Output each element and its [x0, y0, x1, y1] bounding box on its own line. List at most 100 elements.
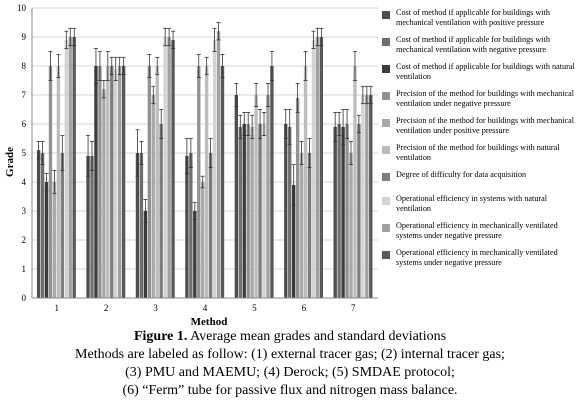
bar	[337, 124, 341, 298]
legend-swatch	[382, 146, 390, 154]
x-tick-label: 7	[351, 303, 356, 313]
legend-item: Cost of method if applicable for buildin…	[382, 62, 578, 82]
bar	[102, 89, 106, 298]
bar	[110, 66, 114, 298]
bar	[234, 95, 239, 298]
legend-label: Degree of difficulty for data acquisitio…	[396, 170, 527, 179]
y-tick-label: 2	[22, 235, 27, 245]
bar	[270, 66, 274, 298]
bar	[288, 126, 292, 299]
bar	[341, 126, 345, 299]
legend-item: Precision of the method for buildings wi…	[382, 89, 578, 109]
bar	[262, 124, 266, 298]
x-axis-label: Method	[191, 316, 228, 328]
legend-label: Cost of method if applicable for buildin…	[396, 35, 550, 54]
bar	[151, 95, 155, 298]
legend-swatch	[382, 173, 390, 181]
bar	[365, 95, 369, 298]
bar	[171, 39, 175, 299]
x-tick-label: 1	[54, 303, 59, 313]
legend-item: Precision of the method for buildings wi…	[382, 116, 578, 136]
y-tick-label: 7	[22, 90, 27, 100]
bar	[44, 182, 49, 298]
bar	[357, 124, 361, 298]
chart-legend: Cost of method if applicable for buildin…	[382, 8, 578, 268]
bar	[303, 66, 308, 298]
legend-label: Precision of the method for buildings wi…	[396, 116, 575, 135]
y-tick-label: 3	[22, 206, 27, 216]
bar	[135, 153, 140, 298]
bar	[254, 95, 258, 298]
legend-swatch	[382, 65, 390, 73]
legend-label: Operational efficiency in systems with n…	[396, 194, 548, 213]
figure-caption: Figure 1. Average mean grades and standa…	[0, 328, 580, 400]
legend-label: Precision of the method for buildings wi…	[396, 143, 560, 162]
bar	[369, 95, 373, 298]
y-tick-label: 0	[22, 293, 27, 303]
caption-line-3: (3) PMU and MAEMU; (4) Derock; (5) SMDAE…	[125, 365, 455, 380]
y-tick-labels: 0 1 2 3 4 5 6 7 8 9 10	[17, 3, 27, 303]
bar	[64, 39, 68, 299]
bar	[319, 37, 324, 298]
y-tick-label: 5	[22, 148, 27, 158]
bar	[315, 37, 320, 298]
bar	[212, 39, 217, 299]
bar	[284, 124, 288, 298]
bar	[266, 95, 270, 298]
bar	[106, 66, 110, 298]
bar	[242, 124, 246, 298]
legend-swatch	[382, 224, 390, 232]
caption-line-4: (6) “Ferm” tube for passive flux and nit…	[122, 383, 458, 398]
legend-label: Cost of method if applicable for buildin…	[396, 62, 575, 81]
bar	[258, 124, 262, 298]
y-tick-label: 10	[17, 3, 27, 13]
legend-swatch	[382, 11, 390, 19]
bar	[208, 153, 213, 298]
legend-swatch	[382, 251, 390, 259]
bar	[216, 31, 221, 298]
bar	[299, 153, 304, 298]
bar	[56, 66, 61, 298]
bar	[295, 97, 300, 299]
legend-item: Precision of the method for buildings wi…	[382, 143, 578, 163]
y-tick-label: 8	[22, 61, 27, 71]
x-tick-labels: 1 2 3 4 5 6 7	[54, 303, 356, 313]
bar	[197, 66, 201, 298]
bar	[48, 66, 53, 298]
bar	[60, 153, 65, 298]
legend-label: Cost of method if applicable for buildin…	[396, 8, 550, 27]
caption-title: Average mean grades and standard deviati…	[190, 329, 447, 344]
bar	[40, 153, 45, 298]
bar	[307, 153, 312, 298]
y-axis-label: Grade	[4, 147, 16, 177]
x-tick-label: 4	[203, 303, 208, 313]
bar	[163, 37, 167, 298]
bar	[193, 211, 197, 298]
y-tick-label: 1	[22, 264, 27, 274]
bar	[205, 66, 209, 298]
x-tick-label: 6	[302, 303, 307, 313]
legend-item: Operational efficiency in mechanically v…	[382, 248, 578, 268]
bar	[72, 37, 76, 298]
bar	[311, 39, 316, 299]
bar	[185, 155, 189, 298]
bar	[94, 66, 98, 298]
bar	[353, 66, 357, 298]
legend-item: Operational efficiency in mechanically v…	[382, 221, 578, 241]
bar	[167, 37, 171, 298]
bar	[139, 153, 144, 298]
bar	[68, 37, 72, 298]
bars	[36, 22, 373, 299]
y-tick-label: 4	[22, 177, 27, 187]
legend-label: Precision of the method for buildings wi…	[396, 89, 575, 108]
bar	[333, 126, 337, 299]
legend-item: Operational efficiency in systems with n…	[382, 194, 578, 214]
legend-item: Cost of method if applicable for buildin…	[382, 8, 578, 28]
bar	[118, 66, 122, 298]
bar	[159, 124, 163, 298]
bar	[201, 182, 205, 298]
bar	[250, 126, 254, 299]
legend-swatch	[382, 38, 390, 46]
bar	[246, 124, 250, 298]
bar	[238, 126, 242, 299]
